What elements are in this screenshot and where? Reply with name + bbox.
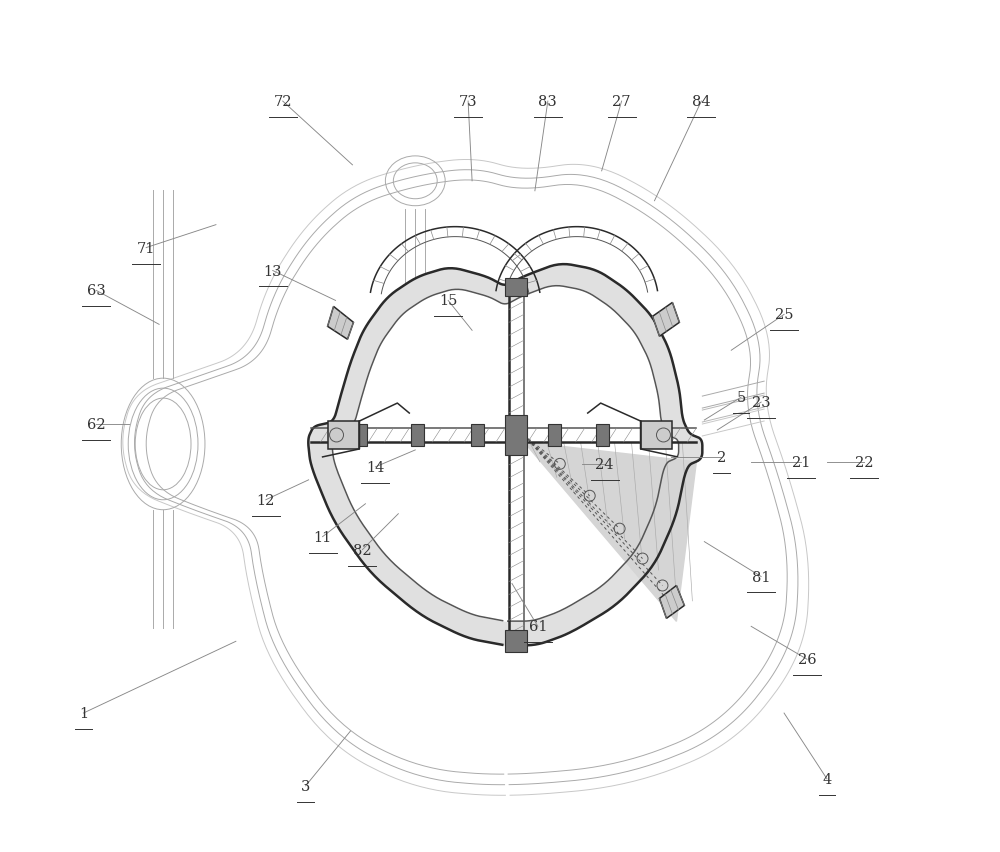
Text: 81: 81 <box>752 570 770 584</box>
Text: 1: 1 <box>79 706 88 720</box>
Text: 15: 15 <box>439 294 457 308</box>
Text: 27: 27 <box>612 95 631 109</box>
Bar <box>411 424 424 446</box>
Polygon shape <box>653 303 679 337</box>
Text: 62: 62 <box>87 417 106 431</box>
Text: 3: 3 <box>301 779 310 793</box>
Text: 14: 14 <box>366 460 385 475</box>
Text: 25: 25 <box>775 308 793 322</box>
Polygon shape <box>332 286 679 621</box>
Text: 11: 11 <box>313 530 332 544</box>
Text: 2: 2 <box>717 451 726 464</box>
Text: 82: 82 <box>353 543 372 557</box>
Text: 24: 24 <box>595 458 614 471</box>
Bar <box>596 424 609 446</box>
Text: 21: 21 <box>792 455 810 469</box>
Bar <box>505 279 527 297</box>
Text: 84: 84 <box>692 95 711 109</box>
Bar <box>548 424 561 446</box>
Text: 22: 22 <box>855 455 873 469</box>
Text: 72: 72 <box>273 95 292 109</box>
Text: 12: 12 <box>257 493 275 507</box>
Polygon shape <box>524 442 696 622</box>
Bar <box>354 424 367 446</box>
Bar <box>641 422 672 449</box>
Text: 5: 5 <box>737 390 746 405</box>
Text: 23: 23 <box>752 395 770 410</box>
Text: 26: 26 <box>798 653 816 666</box>
Text: 63: 63 <box>87 284 106 298</box>
Bar <box>328 422 359 449</box>
Text: 71: 71 <box>137 241 155 256</box>
Bar <box>505 630 527 653</box>
Polygon shape <box>328 307 353 340</box>
Bar <box>653 424 666 446</box>
Bar <box>505 416 527 455</box>
Polygon shape <box>659 586 684 619</box>
Text: 73: 73 <box>459 95 477 109</box>
Text: 13: 13 <box>263 264 282 279</box>
Bar <box>471 424 484 446</box>
Text: 61: 61 <box>529 619 547 634</box>
Text: 4: 4 <box>822 772 832 786</box>
Polygon shape <box>308 265 702 646</box>
Text: 83: 83 <box>538 95 557 109</box>
